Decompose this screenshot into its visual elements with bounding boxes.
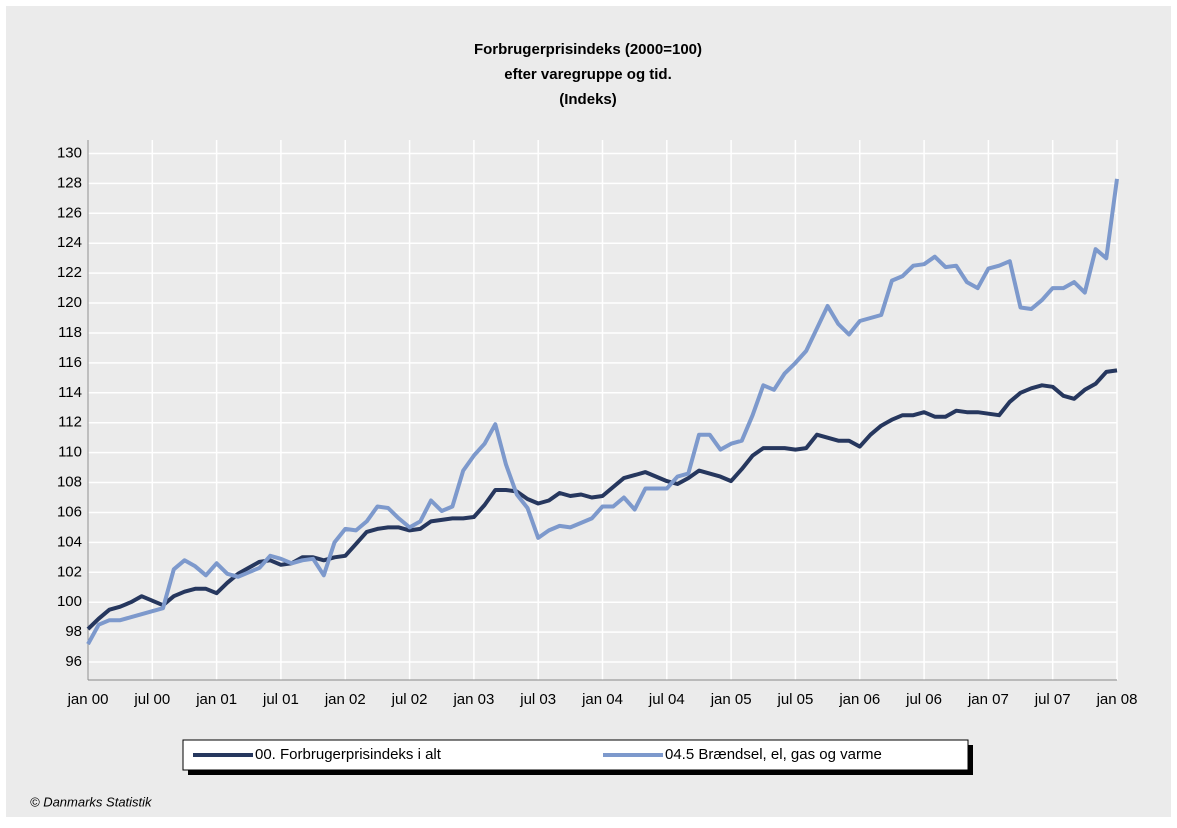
y-tick-label: 102 [57,563,82,580]
y-tick-label: 108 [57,474,82,491]
y-tick-label: 100 [57,593,82,610]
y-tick-label: 96 [65,653,82,670]
x-tick-label: jan 05 [710,691,752,708]
x-tick-label: jan 08 [1096,691,1138,708]
y-tick-label: 104 [57,533,82,550]
y-tick-label: 106 [57,503,82,520]
line-series [86,368,1118,631]
x-tick-label: jan 06 [838,691,880,708]
x-tick-label: jan 02 [324,691,366,708]
chart-subtitle: efter varegruppe og tid. [504,66,672,83]
x-tick-label: jul 04 [648,691,685,708]
y-tick-label: 110 [58,444,82,461]
line-series [86,178,1119,646]
legend-label: 00. Forbrugerprisindeks i alt [255,746,442,763]
y-tick-label: 126 [57,204,82,221]
legend [182,739,969,771]
y-tick-label: 98 [65,623,82,640]
y-tick-label: 120 [57,294,82,311]
y-tick-label: 128 [57,174,82,191]
x-tick-label: jan 00 [67,691,109,708]
y-tick-label: 124 [57,234,82,251]
x-tick-label: jan 04 [581,691,623,708]
x-tick-label: jul 02 [391,691,428,708]
y-tick-label: 118 [58,324,82,341]
y-tick-label: 116 [58,354,82,371]
x-tick-label: jul 05 [777,691,814,708]
x-tick-label: jul 03 [519,691,556,708]
y-tick-label: 112 [58,414,82,431]
x-tick-label: jul 01 [262,691,299,708]
x-tick-label: jul 06 [905,691,942,708]
x-tick-label: jan 03 [452,691,494,708]
legend-label: 04.5 Brændsel, el, gas og varme [665,746,882,763]
source: © Danmarks Statistik [30,794,153,809]
x-tick-label: jul 07 [1034,691,1071,708]
x-tick-label: jan 01 [195,691,237,708]
chart-title: Forbrugerprisindeks (2000=100) [474,41,702,58]
x-tick-label: jul 00 [133,691,170,708]
unit-label: (Indeks) [559,91,617,108]
y-tick-label: 122 [57,264,82,281]
y-tick-label: 114 [58,384,82,401]
y-tick-label: 130 [57,144,82,161]
x-tick-label: jan 07 [967,691,1009,708]
